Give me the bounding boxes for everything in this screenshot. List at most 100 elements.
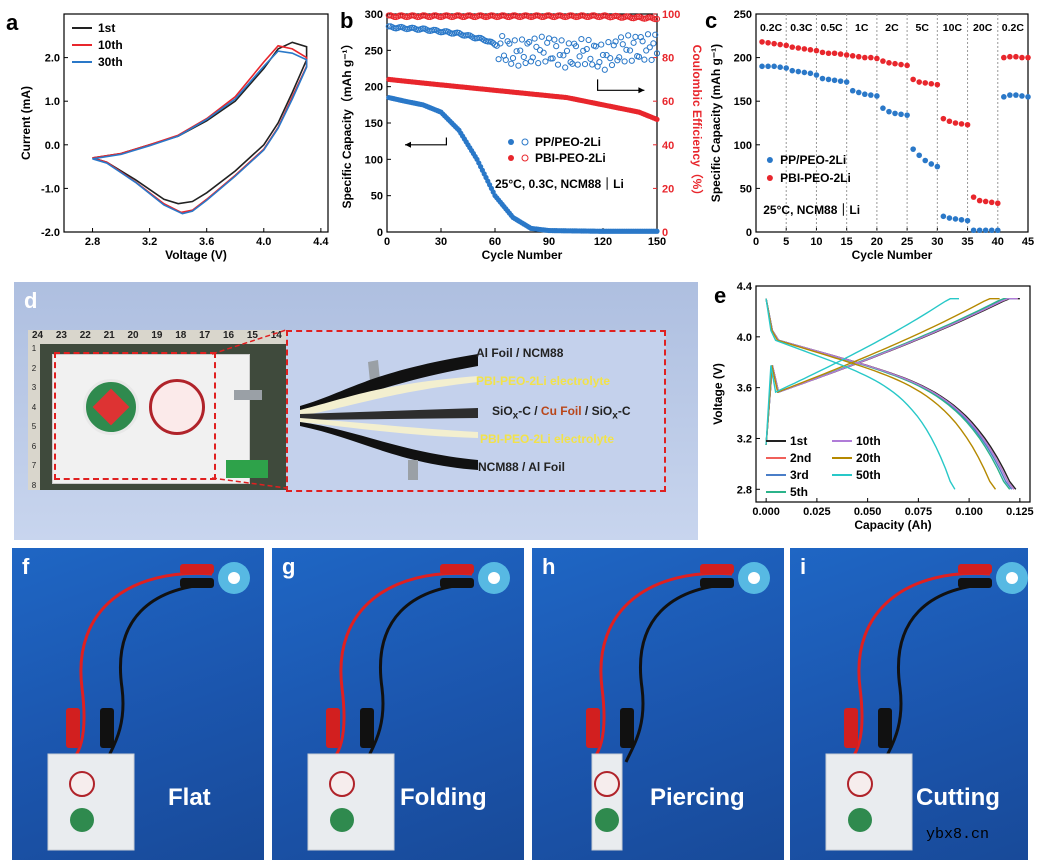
ce-point: [576, 53, 583, 60]
rate-point: [868, 54, 874, 61]
ce-point: [641, 56, 648, 63]
ce-point: [635, 53, 643, 60]
black-clip-top: [440, 578, 474, 588]
ce-point: [459, 13, 466, 21]
cv-chart: 2.8 3.2 3.6 4.0 4.4 -2.0 -1.0 0.0 1.0 2.0 Voltage …: [19, 13, 329, 262]
ruler-tick-label: 21: [103, 330, 115, 341]
ce-point: [617, 14, 625, 21]
condition-annotation: 25°C, NCM88｜Li: [763, 202, 860, 217]
ruler-tick-label: 14: [270, 330, 282, 341]
ce-point: [518, 36, 526, 43]
y-tick-label: 3.6: [737, 383, 752, 395]
rate-label: 2C: [885, 22, 899, 34]
ce-point: [612, 38, 619, 45]
red-clip: [66, 708, 80, 748]
ruler-side: 1 2 3 4 5 6 7 8: [28, 344, 40, 490]
rate-point: [982, 198, 989, 205]
y-tick-label: 4.0: [737, 332, 752, 344]
ce-point: [511, 37, 518, 44]
y-tick-label: 3.2: [737, 433, 752, 445]
pouch-cell-photo: [591, 753, 623, 851]
condition-annotation: 25°C, 0.3C, NCM88｜Li: [495, 176, 624, 191]
legend-label: 3rd: [790, 468, 809, 482]
cell-tab-top: [234, 390, 262, 400]
rate-point: [958, 216, 965, 223]
rate-point: [964, 217, 971, 224]
ce-point: [508, 60, 515, 67]
x-tick-label: 3.6: [199, 236, 214, 248]
red-clip: [586, 708, 600, 748]
ce-point: [596, 59, 603, 66]
rate-point: [825, 76, 832, 83]
logo-icon: [595, 808, 619, 832]
anode-siox-2: / SiO: [581, 404, 613, 418]
rate-point: [934, 163, 941, 170]
ce-point: [639, 38, 646, 45]
led-circuit-illustration: [307, 562, 510, 851]
ce-point: [583, 13, 590, 21]
red-clip-top: [700, 564, 734, 574]
ce-point: [601, 66, 608, 73]
rate-point: [1019, 54, 1025, 61]
cv-curve-30th: [92, 50, 308, 215]
anode-c: -C /: [518, 404, 541, 418]
ce-point: [545, 35, 553, 42]
y-tick-label: 2.0: [45, 53, 60, 65]
ce-point: [630, 39, 637, 46]
rate-point: [928, 161, 935, 167]
rate-point: [922, 157, 929, 164]
rate-point: [880, 58, 886, 64]
x-tick-label: 150: [648, 236, 666, 248]
ce-point: [616, 54, 623, 61]
arrow-left-head: [405, 141, 411, 148]
panel-letter-i: i: [800, 554, 807, 579]
ce-point: [583, 45, 590, 53]
legend-label: 50th: [856, 468, 881, 482]
charge-curve-10th: [765, 298, 1018, 445]
y2-tick-label: 40: [662, 140, 674, 152]
legend-label: 5th: [790, 485, 808, 499]
layer-ncm88: NCM88: [522, 346, 564, 360]
rate-point: [958, 121, 965, 127]
seal-icon: [329, 771, 355, 797]
x-tick-label: 0.075: [905, 506, 933, 518]
ce-point: [605, 39, 612, 46]
y-tick-label: 1.0: [45, 96, 60, 108]
pouch-cell-photo: [47, 753, 135, 851]
arrow-right: [597, 79, 645, 91]
led-circuit-illustration: [586, 562, 770, 851]
x-axis-label: Voltage (V): [165, 248, 227, 262]
layer-al-foil: Al Foil: [476, 346, 513, 360]
y-tick-label: 50: [371, 191, 383, 203]
rate-point: [1025, 94, 1031, 100]
ce-point: [425, 13, 432, 21]
ce-point: [562, 64, 569, 71]
rate-point: [988, 199, 995, 206]
rate-point: [880, 105, 886, 111]
rate-point: [801, 46, 808, 52]
red-clip-top: [180, 564, 214, 574]
y-axis-label: Voltage (V): [711, 363, 725, 425]
rate-point: [904, 112, 910, 118]
rate-point: [777, 64, 783, 70]
university-logo-green: [83, 379, 139, 435]
photo-piercing: h Piercing: [532, 548, 784, 860]
y2-tick-label: 60: [662, 96, 674, 108]
y-tick-label: 0: [377, 227, 383, 239]
panel-letter-g: g: [282, 554, 296, 579]
rate-point: [855, 89, 862, 96]
photo-flat: f Flat: [12, 548, 264, 860]
red-clip-top: [440, 564, 474, 574]
discharge-curve-10th: [765, 298, 1015, 490]
plot-frame: [755, 285, 1031, 503]
arrow-right-head: [638, 87, 645, 94]
rate-label: 0.2C: [1002, 22, 1025, 34]
rate-point: [874, 55, 880, 62]
legend-label: 10th: [98, 38, 123, 52]
arrow-left: [405, 137, 447, 146]
plot-frame: [63, 13, 329, 233]
rate-point: [946, 118, 953, 125]
rate-point: [916, 152, 922, 159]
x-tick-label: 0: [384, 236, 390, 248]
legend-label: 2nd: [790, 451, 811, 465]
